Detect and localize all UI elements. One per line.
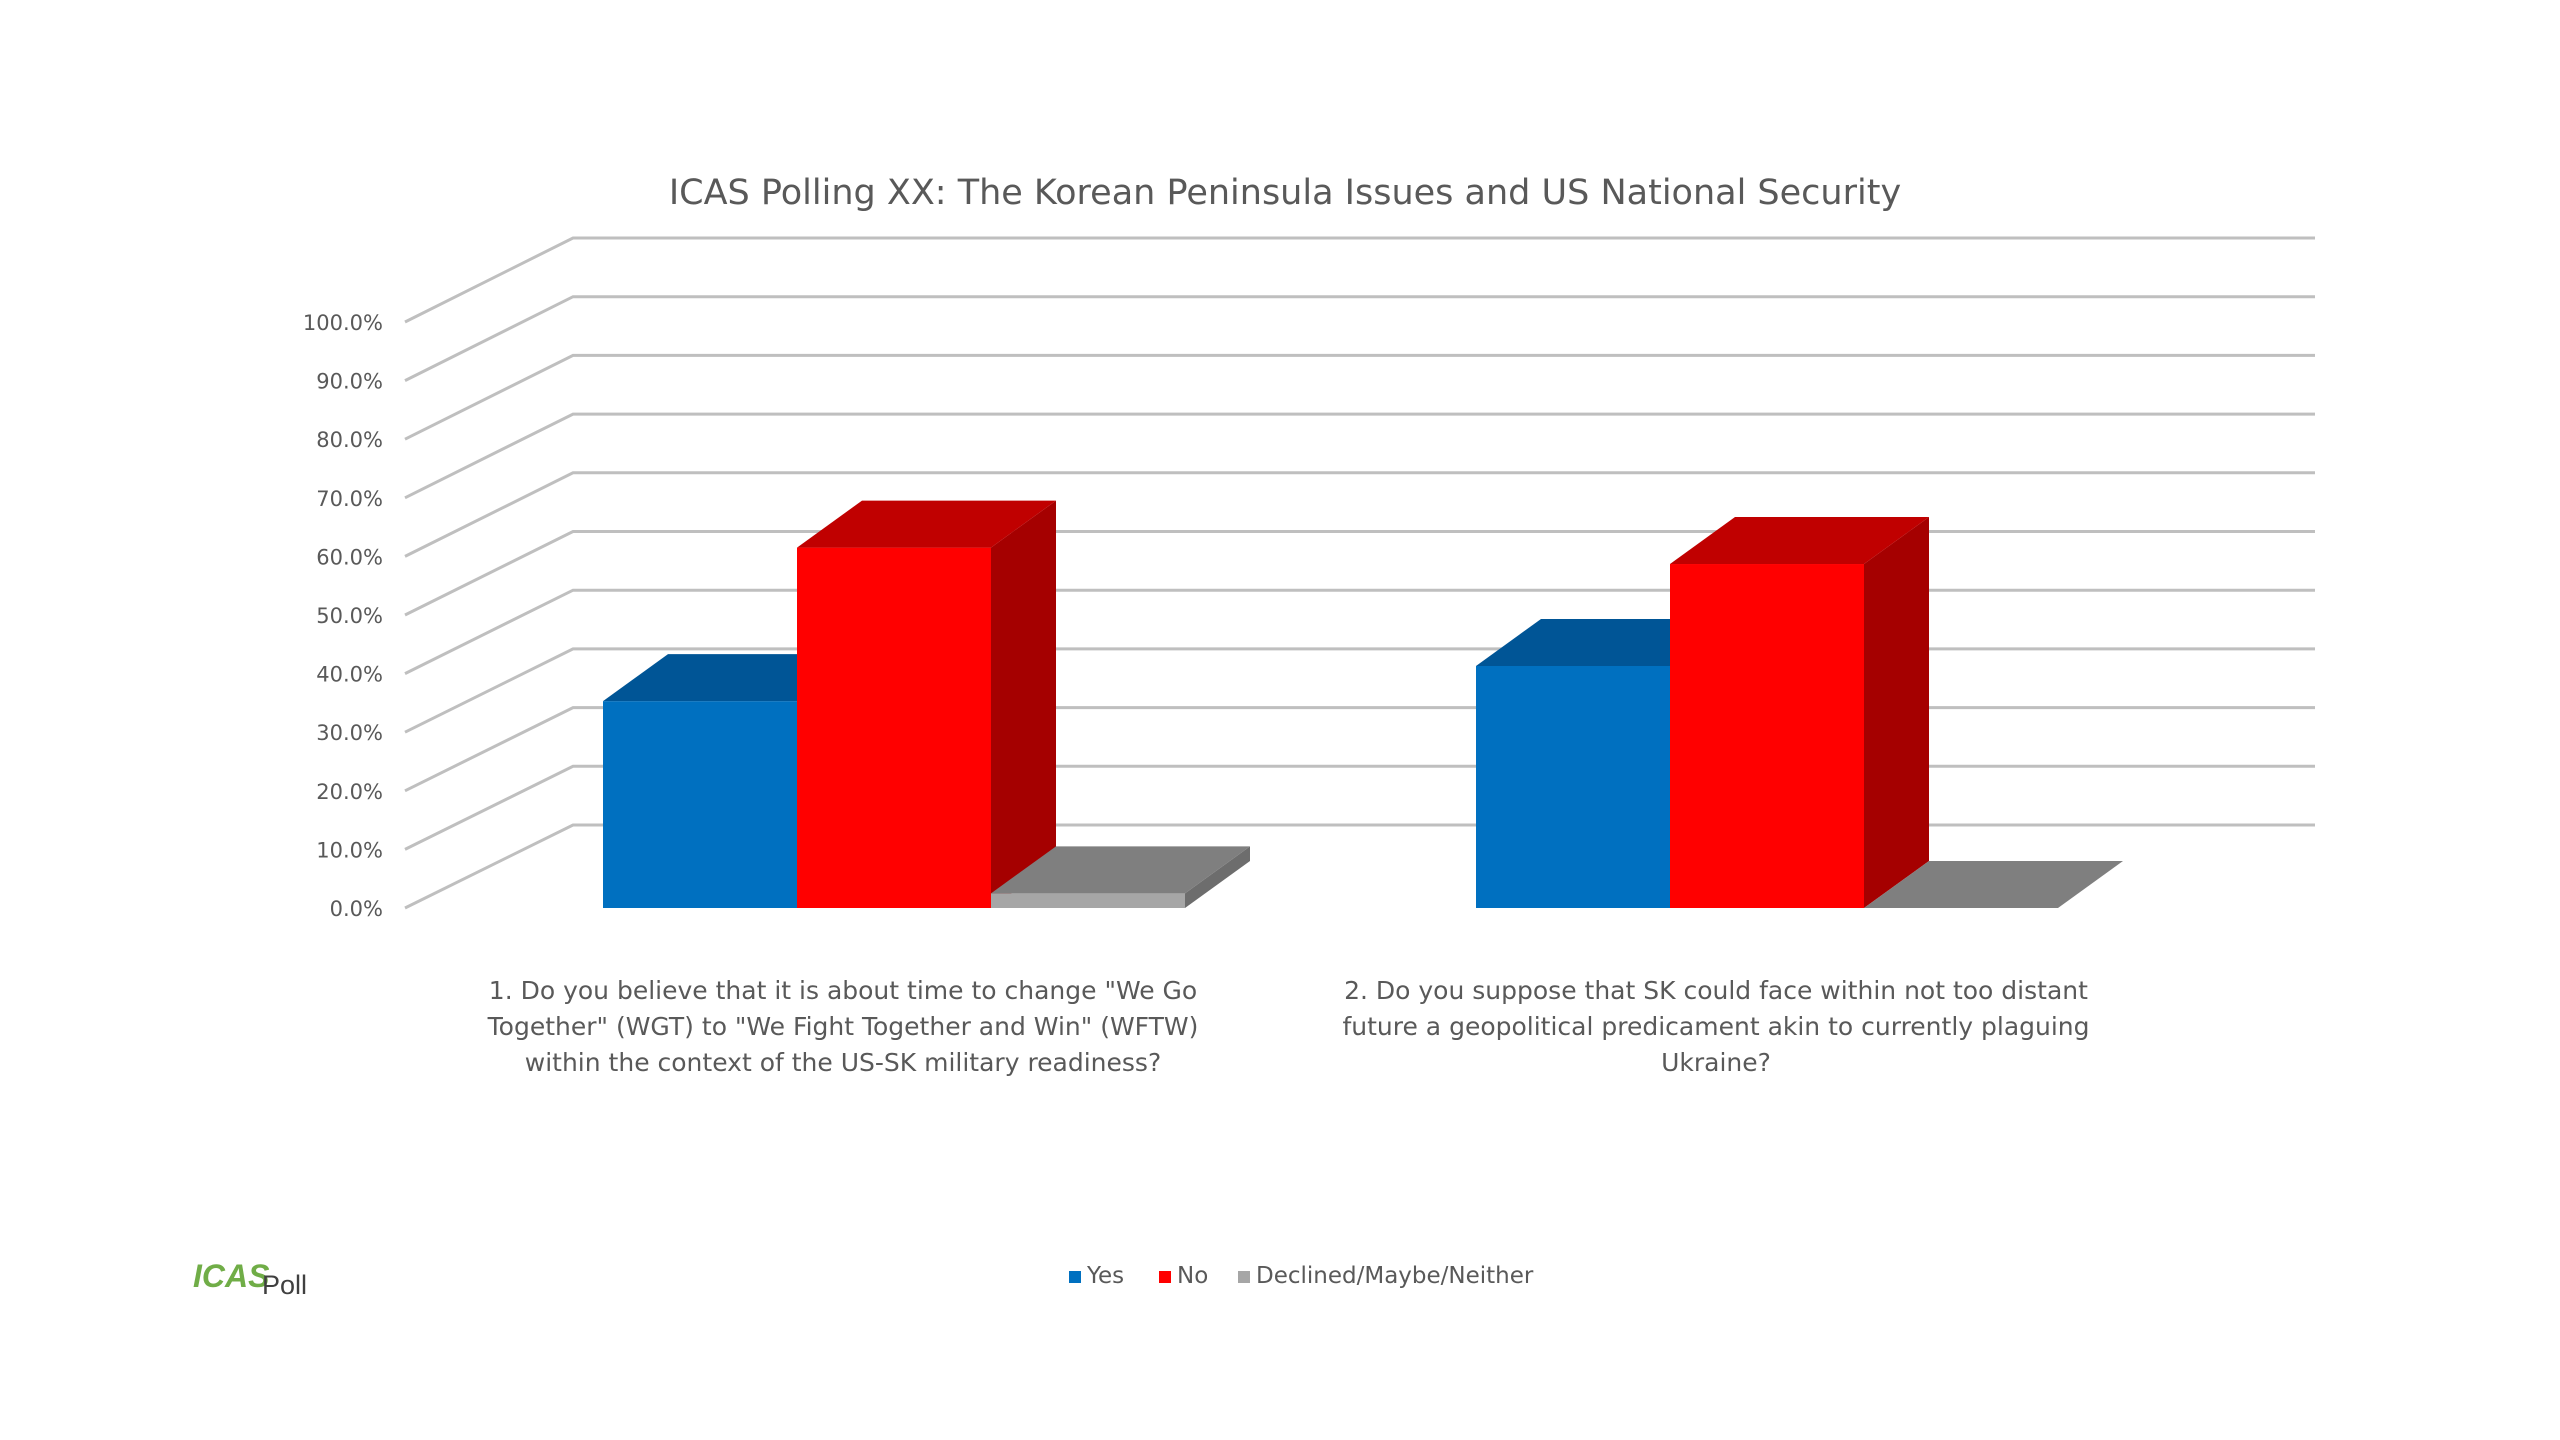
bar-front xyxy=(991,893,1185,908)
bar-front xyxy=(603,701,797,908)
y-axis-ticks: 0.0% 10.0% 20.0% 30.0% 40.0% 50.0% 60.0% 70.0% 8… xyxy=(303,311,383,921)
legend-item-1: Yes xyxy=(1069,1263,1124,1289)
y-tick-label: 30.0% xyxy=(316,721,383,745)
legend-label: No xyxy=(1177,1263,1208,1289)
bar-front xyxy=(1476,665,1670,908)
legend-label: Yes xyxy=(1086,1263,1124,1289)
legend-swatch xyxy=(1238,1271,1250,1283)
category-label-line: 2. Do you suppose that SK could face wit… xyxy=(1344,976,2088,1005)
legend-item-2: No xyxy=(1159,1263,1208,1289)
bar-top xyxy=(1864,861,2123,908)
bar-top xyxy=(1670,517,1929,565)
y-tick-label: 50.0% xyxy=(316,604,383,628)
category-label-line: Ukraine? xyxy=(1661,1048,1771,1077)
category-label-line: 1. Do you believe that it is about time … xyxy=(489,976,1197,1005)
icas-poll-logo: ICAS Poll xyxy=(193,1258,307,1300)
legend-swatch xyxy=(1159,1271,1171,1283)
bars xyxy=(603,500,2123,908)
gridline xyxy=(404,353,2315,441)
bar-top xyxy=(797,500,1056,548)
bar-top xyxy=(991,846,1250,894)
y-tick-label: 70.0% xyxy=(316,487,383,511)
legend-label: Declined/Maybe/Neither xyxy=(1256,1263,1534,1289)
y-tick-label: 10.0% xyxy=(316,838,383,862)
logo-icas: ICAS xyxy=(193,1258,270,1294)
gridline xyxy=(404,530,2315,617)
gridlines xyxy=(404,236,2315,910)
y-tick-label: 20.0% xyxy=(316,780,383,804)
bar-side xyxy=(991,500,1056,908)
logo-poll: Poll xyxy=(262,1270,307,1300)
category-label-1: 1. Do you believe that it is about time … xyxy=(487,976,1199,1077)
bar-no-q1 xyxy=(797,500,1056,908)
gridline xyxy=(404,295,2315,382)
legend-swatch xyxy=(1069,1271,1081,1283)
y-tick-label: 90.0% xyxy=(316,370,383,394)
bar-front xyxy=(797,547,991,908)
chart-title: ICAS Polling XX: The Korean Peninsula Is… xyxy=(669,173,1901,213)
bar-side xyxy=(1185,846,1250,908)
bar-front xyxy=(1670,564,1864,908)
y-tick-label: 0.0% xyxy=(330,897,383,921)
gridline xyxy=(404,412,2315,500)
bar-side xyxy=(1864,517,1929,908)
bar-no-q2 xyxy=(1670,517,1929,908)
y-tick-label: 80.0% xyxy=(316,428,383,452)
category-label-line: within the context of the US-SK military… xyxy=(525,1048,1161,1077)
category-label-2: 2. Do you suppose that SK could face wit… xyxy=(1342,976,2089,1077)
legend: Yes No Declined/Maybe/Neither xyxy=(1069,1263,1534,1289)
gridline xyxy=(404,236,2315,324)
legend-item-3: Declined/Maybe/Neither xyxy=(1238,1263,1534,1289)
y-tick-label: 100.0% xyxy=(303,311,383,335)
category-label-line: Together" (WGT) to "We Fight Together an… xyxy=(487,1012,1199,1041)
gridline xyxy=(404,471,2315,558)
bar-declined-q1 xyxy=(991,846,1250,908)
y-tick-label: 40.0% xyxy=(316,663,383,687)
category-label-line: future a geopolitical predicament akin t… xyxy=(1342,1012,2089,1041)
y-tick-label: 60.0% xyxy=(316,545,383,569)
x-axis-category-labels: 1. Do you believe that it is about time … xyxy=(487,976,2090,1077)
bar-declined-q2 xyxy=(1864,861,2123,908)
